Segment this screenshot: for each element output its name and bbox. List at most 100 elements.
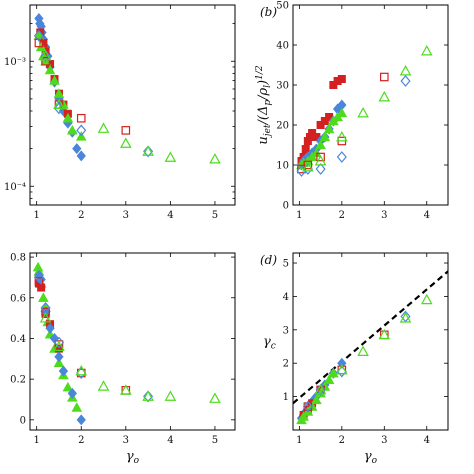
panel-a: 1 2 3 4 5 10⁻³ 10⁻⁴ <box>4 4 236 221</box>
data-point-triangle <box>319 131 331 142</box>
x-tick-label: 3 <box>123 435 129 446</box>
data-point-square <box>121 126 131 135</box>
data-point-square <box>337 75 346 84</box>
data-point-diamond <box>143 390 154 403</box>
series-triangle-open <box>302 44 433 172</box>
data-point-square <box>301 145 310 154</box>
x-tick-label: 5 <box>212 435 218 446</box>
y-tick-label: 0 <box>20 415 26 426</box>
y-tick-label: 0.2 <box>10 375 26 386</box>
data-point-diamond <box>72 143 82 155</box>
data-point-triangle <box>336 130 348 142</box>
data-point-triangle <box>315 139 326 150</box>
data-point-triangle <box>323 374 335 385</box>
data-point-diamond <box>40 50 51 63</box>
y-tick-label: 40 <box>276 41 289 52</box>
data-point-triangle <box>314 154 327 166</box>
panel-label: (d) <box>260 253 277 267</box>
y-tick-label: 2 <box>283 359 289 370</box>
x-tick-label: 1 <box>296 210 302 221</box>
y-tick-label: 50 <box>276 1 289 12</box>
data-point-triangle <box>323 123 335 134</box>
y-tick-label: 4 <box>283 292 289 303</box>
y-axis-label-part: /(Δ <box>256 106 271 127</box>
data-point-triangle <box>119 384 132 395</box>
y-axis-label-part: u <box>256 136 271 144</box>
data-point-triangle <box>75 364 88 376</box>
data-point-diamond <box>58 365 69 377</box>
data-point-triangle <box>97 122 110 133</box>
x-tick-label: 3 <box>123 210 129 221</box>
y-tick-label: 20 <box>276 121 289 132</box>
data-point-triangle <box>357 106 369 118</box>
data-point-triangle <box>97 380 110 391</box>
data-point-diamond <box>400 75 411 87</box>
x-tick-label: 4 <box>167 210 173 221</box>
y-tick-label: 5 <box>283 259 289 270</box>
data-point-triangle <box>378 90 391 102</box>
y-axis-label-part: p <box>263 100 273 106</box>
data-point-triangle <box>53 98 65 110</box>
data-point-diamond <box>336 151 347 163</box>
x-tick-label: 5 <box>212 210 218 221</box>
data-point-triangle <box>164 151 177 162</box>
x-tick-label: 3 <box>381 210 387 221</box>
series-triangle-open <box>314 293 433 395</box>
data-point-diamond <box>76 150 86 162</box>
data-point-diamond <box>33 29 44 42</box>
x-tick-label: 2 <box>339 210 345 221</box>
series-triangle-open <box>39 50 221 164</box>
data-point-diamond <box>54 351 64 363</box>
x-axis-label: γo <box>364 449 378 466</box>
series-triangle-open <box>39 312 221 403</box>
x-axis-label-subscript: o <box>372 456 378 466</box>
data-point-triangle <box>328 367 339 378</box>
panel-d: 1 2 3 4 1 2 3 4 5 (d) γo γc <box>260 252 449 466</box>
data-point-triangle <box>357 345 369 356</box>
y-tick-label: 10⁻⁴ <box>4 182 26 193</box>
data-point-square <box>41 307 50 317</box>
data-point-diamond <box>45 322 55 334</box>
series-diamond-open <box>33 29 154 158</box>
data-point-triangle <box>302 160 314 172</box>
data-point-diamond <box>302 400 313 413</box>
data-point-square <box>76 113 86 123</box>
y-tick-label: 10⁻³ <box>4 57 26 68</box>
y-tick-label: 0.4 <box>10 334 26 345</box>
data-point-diamond <box>76 414 86 426</box>
y-axis-label-part: ) <box>256 80 271 86</box>
data-point-triangle <box>142 390 154 401</box>
data-point-square <box>34 277 44 286</box>
x-tick-label: 1 <box>33 435 39 446</box>
data-point-triangle <box>164 390 177 401</box>
data-point-diamond <box>53 336 65 349</box>
data-point-triangle <box>49 75 60 85</box>
x-tick-label: 1 <box>296 435 302 446</box>
data-point-triangle <box>209 153 221 164</box>
data-point-square <box>41 56 50 66</box>
y-tick-label: 0.6 <box>10 293 26 304</box>
data-point-triangle <box>62 381 74 392</box>
data-point-diamond <box>67 387 77 399</box>
x-tick-label: 1 <box>33 210 39 221</box>
x-tick-label: 4 <box>167 435 173 446</box>
x-tick-label: 2 <box>339 435 345 446</box>
y-axis-label-part: l <box>263 85 273 88</box>
plot-frame <box>29 4 236 206</box>
data-point-triangle <box>311 394 322 405</box>
data-point-triangle <box>399 312 412 323</box>
y-tick-label: 3 <box>283 325 289 336</box>
plot-frame <box>292 4 449 206</box>
y-axis-label-part: 1/2 <box>255 65 265 80</box>
x-tick-label: 3 <box>381 435 387 446</box>
data-point-triangle <box>39 50 52 61</box>
data-point-square <box>380 72 389 82</box>
series-triangle-filled <box>33 30 87 141</box>
data-point-triangle <box>378 328 391 340</box>
data-point-triangle <box>119 137 132 148</box>
data-point-triangle <box>53 340 65 352</box>
dashed-fit-line <box>293 270 448 405</box>
y-tick-label: 1 <box>283 392 289 403</box>
data-point-triangle <box>336 363 348 375</box>
plot-frame <box>292 252 449 431</box>
